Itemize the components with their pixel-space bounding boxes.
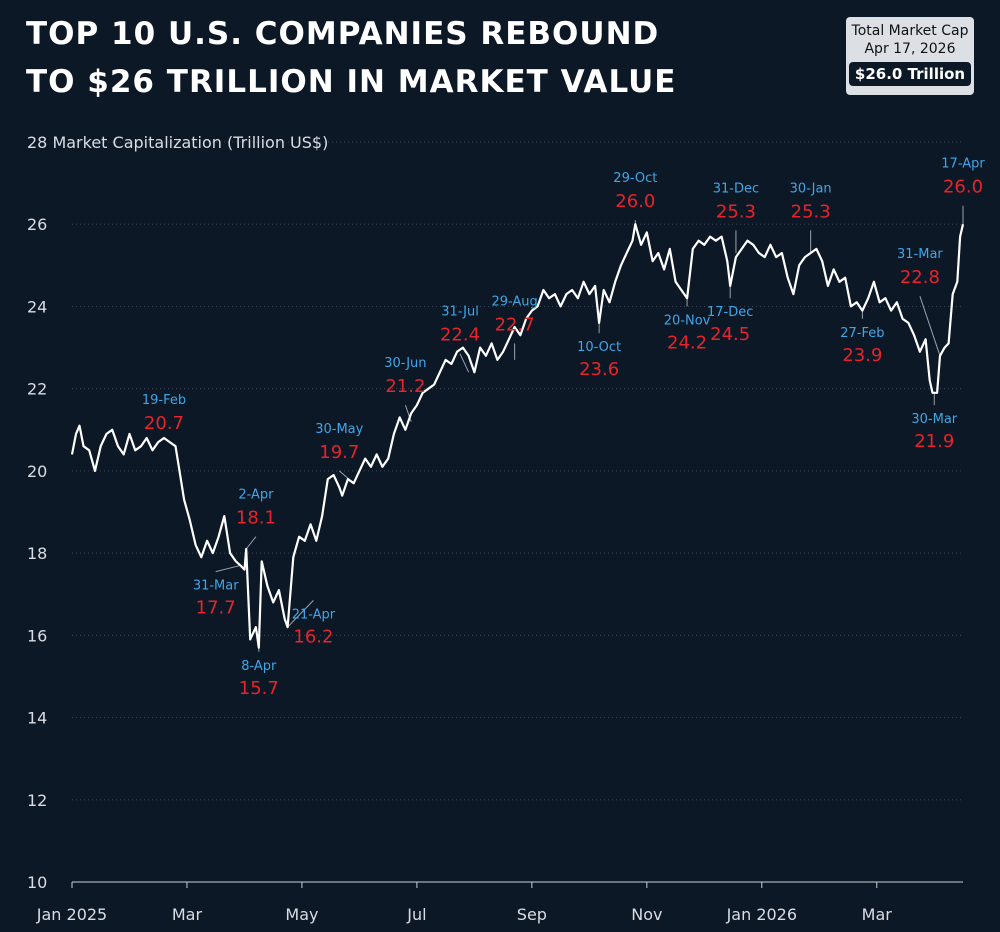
annotation-leader [287,600,314,628]
annotation-value: 21.2 [385,376,425,397]
annotation-date: 30-Jan [790,181,832,196]
annotation-date: 10-Oct [577,340,621,355]
x-tick-label: Jul [406,905,426,924]
y-tick-label: 22 [27,380,47,399]
annotation-value: 24.5 [710,324,750,345]
annotation-date: 20-Nov [664,313,711,328]
annotation-value: 19.7 [319,442,359,463]
annotation-value: 15.7 [239,678,279,699]
annotation-29-Aug: 29-Aug 22.7 [491,294,537,335]
market-cap-value: $26.0 Trillion [848,62,972,86]
y-tick-label: 10 [27,873,47,892]
annotation-17-Dec: 17-Dec 24.5 [707,305,753,345]
annotation-leader [245,536,257,550]
annotation-date: 2-Apr [238,488,274,503]
annotation-8-Apr: 8-Apr 15.7 [239,659,279,699]
annotation-value: 23.6 [579,359,619,380]
annotation-2-Apr: 2-Apr 18.1 [236,488,276,529]
annotation-value: 21.9 [914,431,954,452]
annotation-30-May: 30-May 19.7 [315,422,363,463]
annotation-30-Mar: 30-Mar 21.9 [911,412,957,452]
annotation-date: 31-Dec [713,181,759,196]
x-tick-label: Sep [517,905,547,924]
annotation-date: 19-Feb [142,393,186,408]
series-line-market-cap [70,223,965,649]
x-axis-ticks: Jan 2025 Mar May Jul Sep Nov Jan 2026 Mar [36,882,893,924]
annotation-date: 29-Oct [613,171,657,186]
x-tick-label: Mar [172,905,203,924]
market-cap-date: Apr 17, 2026 [864,41,956,57]
annotation-date: 21-Apr [292,607,336,622]
annotation-value: 24.2 [667,332,707,353]
chart-title-line-1: Top 10 U.S. Companies Rebound [26,16,660,52]
annotation-value: 22.8 [900,267,940,288]
annotation-value: 26.0 [943,177,983,198]
annotation-leader [919,296,941,356]
annotation-29-Oct: 29-Oct 26.0 [613,171,657,212]
grid-lines [72,141,963,801]
market-cap-label: Total Market Cap [851,23,969,39]
annotation-31-Jul: 31-Jul 22.4 [440,305,480,346]
x-tick-label: Jan 2025 [36,905,107,924]
y-tick-label: 18 [27,544,47,563]
y-tick-label: 14 [27,709,47,728]
y-tick-label: 20 [27,462,47,481]
y-axis-ticks: 10 12 14 16 18 20 22 24 26 [27,215,47,892]
annotations: 19-Feb 20.7 31-Mar 17.7 2-Apr 18.1 8-Apr 15.7 21… [142,157,986,699]
x-tick-label: Mar [862,905,893,924]
annotation-value: 23.9 [842,345,882,366]
annotation-value: 22.7 [495,314,535,335]
market-cap-box: Total Market Cap Apr 17, 2026 $26.0 Tril… [846,17,974,95]
annotation-leader [459,353,470,373]
annotation-value: 25.3 [791,201,831,222]
annotation-19-Feb: 19-Feb 20.7 [142,393,186,434]
x-tick-label: May [285,905,318,924]
annotation-date: 27-Feb [840,326,884,341]
annotation-date: 30-Jun [384,356,426,371]
chart-title: Top 10 U.S. Companies Rebound to $26 Tri… [26,10,676,106]
annotation-date: 29-Aug [491,294,537,309]
annotation-value: 16.2 [293,626,333,647]
x-tick-label: Jan 2026 [726,905,797,924]
x-tick-label: Nov [631,905,662,924]
y-axis-title: 28 Market Capitalization (Trillion US$) [27,133,328,152]
chart-title-line-2: to $26 Trillion in Market Value [26,64,677,100]
annotation-20-Nov: 20-Nov 24.2 [664,313,711,353]
annotation-30-Jun: 30-Jun 21.2 [384,356,426,397]
y-tick-label: 16 [27,626,47,645]
annotation-date: 17-Apr [941,157,985,172]
annotation-value: 26.0 [615,191,655,212]
annotation-date: 30-May [315,422,363,437]
annotation-10-Oct: 10-Oct 23.6 [577,340,621,380]
annotation-30-Jan: 30-Jan 25.3 [790,181,832,222]
annotation-27-Feb: 27-Feb 23.9 [840,326,884,366]
annotation-17-Apr: 17-Apr 26.0 [941,157,985,198]
annotation-value: 17.7 [196,598,236,619]
annotation-leaders [215,205,964,652]
annotation-date: 31-Mar [193,579,239,594]
annotation-date: 31-Mar [897,247,943,262]
y-tick-label: 24 [27,297,47,316]
annotation-31-Dec: 31-Dec 25.3 [713,181,759,222]
annotation-value: 25.3 [716,201,756,222]
annotation-31-Mar: 31-Mar 17.7 [193,579,239,619]
annotation-value: 22.4 [440,325,480,346]
annotation-21-Apr: 21-Apr 16.2 [292,607,336,647]
y-tick-label: 12 [27,791,47,810]
annotation-date: 30-Mar [911,412,957,427]
annotation-date: 8-Apr [241,659,277,674]
annotation-date: 31-Jul [441,305,479,320]
annotation-value: 18.1 [236,508,276,529]
y-tick-label: 26 [27,215,47,234]
annotation-date: 17-Dec [707,305,753,320]
annotation-value: 20.7 [144,413,184,434]
annotation-leader [215,564,241,573]
annotation-31-Mar: 31-Mar 22.8 [897,247,943,288]
